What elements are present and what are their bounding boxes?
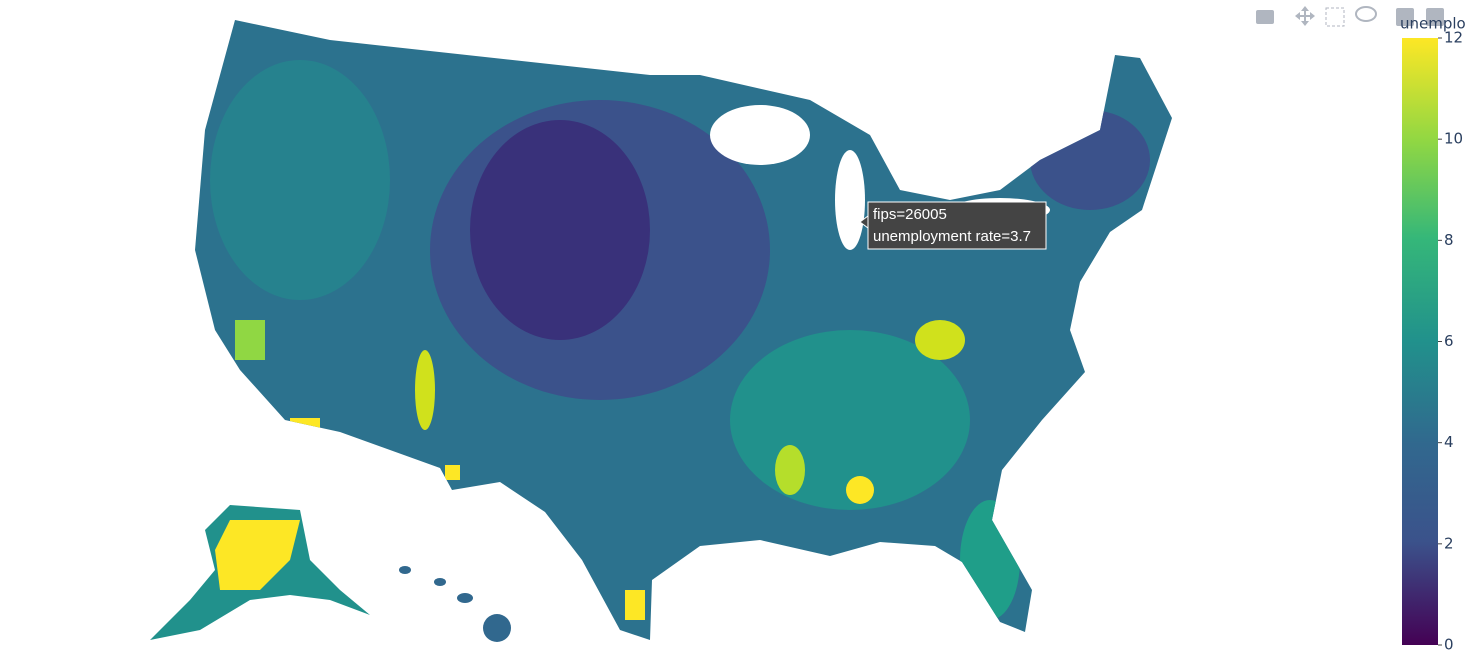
- colorbar-tick-label: 4: [1444, 433, 1454, 451]
- pan-button[interactable]: [1295, 6, 1315, 26]
- colorbar-tick-label: 2: [1444, 534, 1454, 552]
- hawaii: [399, 566, 511, 642]
- colorbar-tick-label: 12: [1444, 29, 1463, 47]
- tooltip-line: unemployment rate=3.7: [873, 228, 1031, 245]
- colorbar-tick-label: 8: [1444, 231, 1454, 249]
- us-map: [195, 20, 1172, 640]
- colorbar: [1402, 38, 1438, 645]
- camera-button[interactable]: [1256, 10, 1274, 24]
- tooltip-box: [867, 201, 1047, 250]
- modebar: [1256, 6, 1444, 27]
- zoom-out-button[interactable]: [1426, 8, 1444, 26]
- tooltip-line: fips=26005: [873, 206, 947, 223]
- colorbar-tick-label: 0: [1444, 636, 1454, 654]
- colorbar-title: unemplo: [1400, 15, 1465, 33]
- zoom-in-button[interactable]: [1396, 8, 1414, 26]
- tooltip: fips=26005 unemployment rate=3.7: [859, 201, 1047, 250]
- alaska-region: [215, 520, 300, 590]
- lasso-button[interactable]: [1355, 6, 1377, 22]
- select-button[interactable]: [1325, 7, 1345, 27]
- colorbar-tick-label: 6: [1444, 332, 1454, 350]
- colorbar-tick-label: 10: [1444, 130, 1463, 148]
